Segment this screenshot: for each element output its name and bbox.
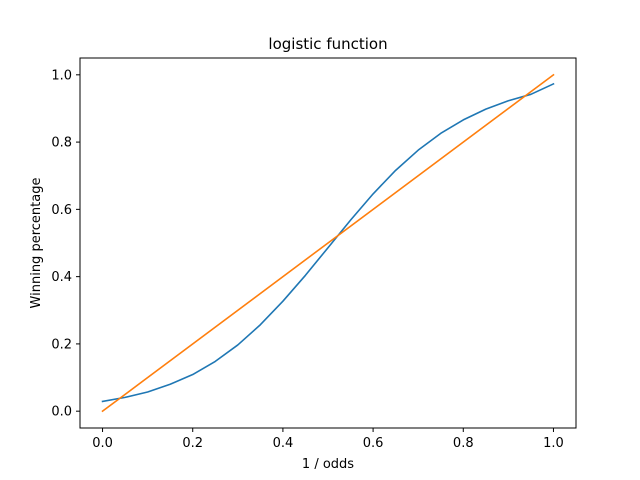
chart-title: logistic function [268,35,387,53]
x-tick-label: 0.6 [363,436,384,451]
x-tick-label: 1.0 [543,436,564,451]
y-tick-label: 0.2 [51,337,72,352]
x-axis-ticks: 0.0 0.2 0.4 0.6 0.8 1.0 [92,428,564,451]
axes-frame [79,57,577,429]
plot-area [79,57,577,429]
y-tick-label: 1.0 [51,68,72,83]
y-tick-label: 0.0 [51,405,72,420]
series-layer [101,73,555,413]
x-tick-label: 0.0 [92,436,113,451]
x-tick-label: 0.4 [273,436,294,451]
y-tick-label: 0.8 [51,136,72,151]
y-axis-ticks: 0.0 0.2 0.4 0.6 0.8 1.0 [51,68,80,420]
y-tick-label: 0.6 [51,203,72,218]
series-line-1 [101,82,555,403]
y-tick-label: 0.4 [51,270,72,285]
series-line-2 [101,73,555,413]
y-axis-label: Winning percentage [29,178,44,309]
x-tick-label: 0.8 [453,436,474,451]
x-axis-label: 1 / odds [302,457,354,472]
x-tick-label: 0.2 [182,436,203,451]
